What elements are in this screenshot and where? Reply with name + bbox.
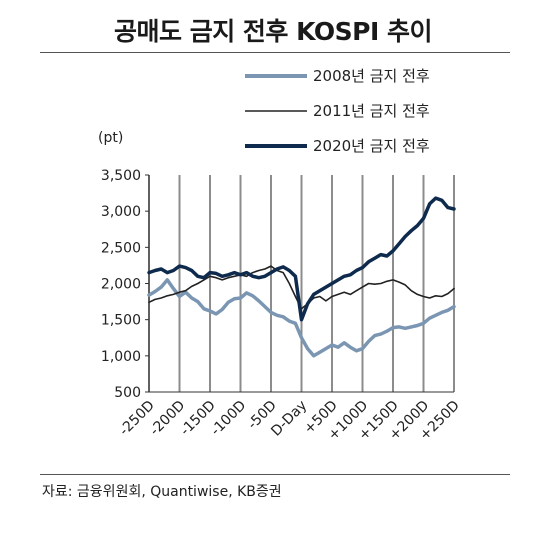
legend-item-2011: 2011년 금지 전후 xyxy=(245,93,430,128)
series-line-0 xyxy=(147,278,456,358)
legend: 2008년 금지 전후 2011년 금지 전후 2020년 금지 전후 xyxy=(245,58,430,163)
kospi-line-chart: 5001,0001,5002,0002,5003,0003,500(pt)-25… xyxy=(98,130,463,444)
legend-swatch-2011 xyxy=(245,109,307,112)
source-note: 자료: 금융위원회, Quantiwise, KB증권 xyxy=(42,484,282,500)
legend-item-2020: 2020년 금지 전후 xyxy=(245,128,430,163)
y-tick-label-6: 3,500 xyxy=(101,168,141,184)
y-axis-unit: (pt) xyxy=(98,130,123,146)
y-tick-label-5: 3,000 xyxy=(101,204,141,220)
y-tick-label-1: 1,000 xyxy=(101,349,141,365)
legend-item-2008: 2008년 금지 전후 xyxy=(245,58,430,93)
series-line-2 xyxy=(147,196,456,322)
y-tick-label-3: 2,000 xyxy=(101,277,141,293)
bottom-divider xyxy=(40,474,510,475)
legend-label-2011: 2011년 금지 전후 xyxy=(313,102,430,120)
y-tick-label-0: 500 xyxy=(114,385,141,401)
y-tick-label-2: 1,500 xyxy=(101,313,141,329)
y-tick-label-4: 2,500 xyxy=(101,240,141,256)
legend-label-2020: 2020년 금지 전후 xyxy=(313,137,430,155)
legend-label-2008: 2008년 금지 전후 xyxy=(313,67,430,85)
legend-swatch-2020 xyxy=(245,143,307,148)
x-tick-label-3: -100D xyxy=(208,398,249,439)
top-divider xyxy=(40,52,510,53)
chart-title: 공매도 금지 전후 KOSPI 추이 xyxy=(114,17,432,46)
legend-swatch-2008 xyxy=(245,73,307,78)
